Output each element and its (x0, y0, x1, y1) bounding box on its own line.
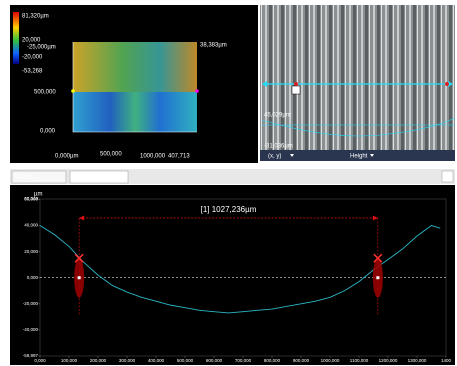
menu-button[interactable] (442, 171, 453, 182)
cursor-point (78, 276, 81, 279)
overlay-label: -31,036µm (264, 144, 293, 150)
axis-label: 500,000 (100, 152, 122, 158)
x-tick-label: 1100,000 (350, 358, 369, 363)
y-tick-label: 20,000 (24, 249, 38, 254)
page: {"height_map": {"scale_labels": ["81,320… (0, 0, 457, 366)
y-tick-label: 40,000 (24, 223, 38, 228)
y-tick-label: 60,000 (24, 197, 38, 202)
axis-label: 500,000 (34, 90, 56, 96)
toolbar-item[interactable]: (x, y) (268, 154, 281, 160)
optical-image (260, 5, 455, 150)
y-tick-label: -40,000 (23, 327, 39, 332)
annotation: [1] 1027,236µm (201, 205, 257, 214)
axis-label: 1000,000 (140, 154, 166, 160)
map-dot (195, 89, 199, 93)
x-tick-label: 700,000 (235, 358, 252, 363)
axis-label: 0,000 (40, 129, 56, 135)
scale-label: -20,000 (22, 55, 43, 61)
screenshot: 81,320µm 20,000 -20,000 -53,268 -25,000µ… (0, 0, 457, 366)
axis-label: -25,000µm (27, 45, 56, 51)
axis-label: 0,000µm (55, 154, 78, 160)
scale-label: 20,000 (22, 38, 41, 44)
overlay-label: 45,029µm (264, 113, 291, 119)
scale-label: -53,268 (22, 69, 43, 75)
x-tick-label: 200,000 (90, 358, 107, 363)
x-tick-label: 800,000 (264, 358, 281, 363)
toolbar-item[interactable]: Height (350, 154, 368, 160)
x-tick-label: 0,000 (34, 358, 46, 363)
x-tick-label: 500,000 (177, 358, 194, 363)
map-front (73, 92, 197, 132)
x-tick-label: 300,000 (119, 358, 136, 363)
axis-label: 407,713 (168, 154, 190, 160)
y-tick-label: 0,000 (27, 275, 39, 280)
x-tick-label: 400,000 (148, 358, 165, 363)
x-tick-label: 1200,000 (379, 358, 398, 363)
axis-label: 38,383µm (200, 43, 227, 49)
y-tick-label: -20,000 (23, 301, 39, 306)
color-bar (13, 12, 19, 64)
tab-label[interactable]: DC,BC... (15, 175, 39, 181)
x-tick-label: 900,000 (293, 358, 310, 363)
x-tick-label: 1300,000 (408, 358, 427, 363)
map-top (73, 42, 197, 92)
x-tick-label: 1400 (441, 358, 452, 363)
map-dot (71, 89, 75, 93)
body: 81,320µm 20,000 -20,000 -53,268 -25,000µ… (0, 0, 457, 366)
cursor-dot (294, 82, 298, 86)
tab-label[interactable]: Smoothing... (82, 175, 116, 181)
x-tick-label: 1000,000 (321, 358, 340, 363)
x-tick-label: 600,000 (206, 358, 223, 363)
cursor-dot (445, 82, 449, 86)
x-tick-label: 100,000 (61, 358, 78, 363)
cursor-point (376, 276, 379, 279)
scale-label: 81,320µm (22, 14, 49, 20)
